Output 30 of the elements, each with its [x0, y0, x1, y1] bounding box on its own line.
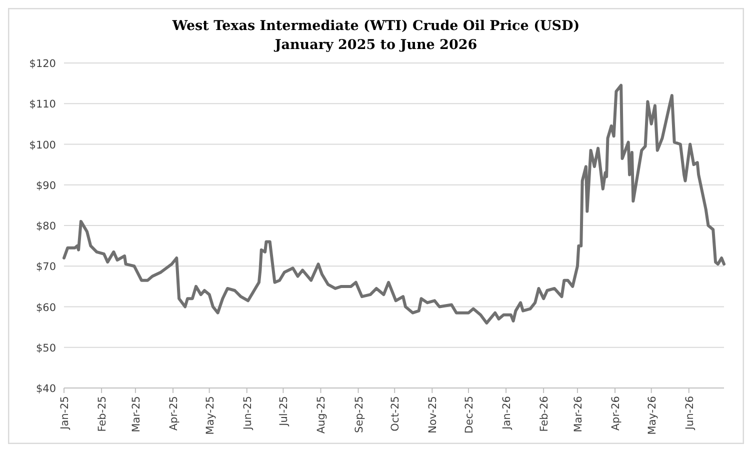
x-tick-label: Jul-25	[278, 396, 290, 427]
x-tick-label: Apr-26	[610, 396, 622, 431]
x-tick-label: Jan-25	[59, 396, 71, 430]
x-tick-label: Mar-26	[572, 396, 584, 432]
x-tick-label: Sep-25	[353, 396, 366, 433]
y-tick-label: $50	[36, 342, 56, 354]
x-tick-label: Aug-25	[316, 396, 328, 434]
x-tick-label: Oct-25	[390, 396, 402, 432]
line-series	[62, 84, 726, 324]
chart-subtitle: January 2025 to June 2026	[274, 37, 478, 53]
x-tick-label: Apr-25	[168, 396, 180, 431]
y-tick-label: $90	[36, 180, 56, 192]
x-tick-label: May-25	[204, 396, 216, 435]
x-tick-label: Dec-25	[463, 396, 476, 434]
x-tick-label: Jan-26	[501, 396, 514, 430]
x-tick-label: Jun-26	[684, 396, 696, 431]
x-tick-label: Jun-25	[242, 396, 254, 431]
y-tick-label: $120	[29, 58, 56, 70]
x-tick-label: May-26	[646, 396, 658, 435]
x-tick-label: Feb-26	[538, 396, 551, 432]
x-tick-label: Feb-25	[96, 396, 109, 432]
y-tick-label: $70	[36, 261, 56, 274]
chart-title: West Texas Intermediate (WTI) Crude Oil Price (USD)	[171, 18, 580, 34]
y-tick-label: $100	[29, 139, 56, 152]
y-tick-label: $40	[36, 383, 56, 395]
y-tick-label: $60	[36, 302, 56, 314]
y-tick-label: $80	[36, 220, 56, 232]
y-tick-label: $110	[29, 98, 56, 111]
x-tick-label: Mar-25	[130, 396, 142, 432]
x-tick-label: Nov-25	[427, 396, 440, 434]
